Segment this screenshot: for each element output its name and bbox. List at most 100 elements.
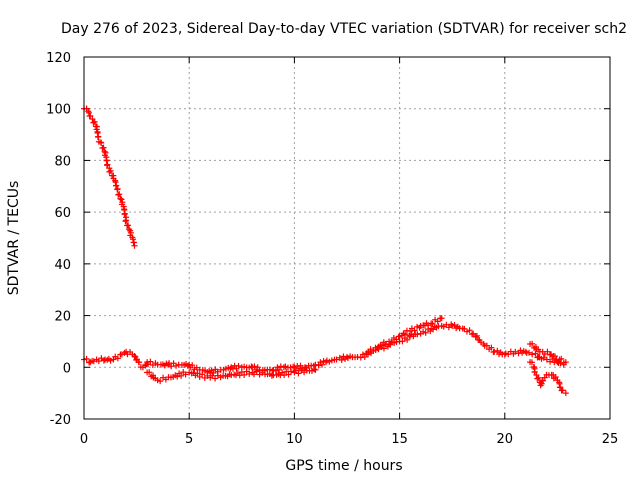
main-band-point [414, 331, 421, 338]
late-drops-point [552, 374, 559, 381]
falling-arc-point [91, 118, 98, 125]
y-axis-label: SDTVAR / TECUs [6, 181, 22, 296]
main-band-point [473, 332, 480, 339]
main-band-point [210, 370, 217, 377]
x-tick-label: 0 [80, 432, 88, 447]
late-drops-point [562, 390, 569, 397]
falling-arc-point [106, 168, 113, 175]
main-band-point [254, 364, 261, 371]
main-band-point [483, 342, 490, 349]
x-tick-label: 5 [185, 432, 193, 447]
lower-strand-point [250, 371, 257, 378]
late-drops-point [559, 387, 566, 394]
main-band-point [404, 336, 411, 343]
falling-arc-point [131, 242, 138, 249]
main-band-point [333, 356, 340, 363]
falling-arc-point [98, 139, 105, 146]
upper-strand-point [411, 327, 418, 334]
lower-strand-point [253, 368, 260, 375]
main-band-point [131, 352, 138, 359]
lower-strand-point [178, 372, 185, 379]
main-band-point [488, 344, 495, 351]
falling-arc-point [107, 167, 114, 174]
late-spur-point [551, 353, 558, 360]
lower-strand-point [312, 366, 319, 373]
main-band-point [297, 362, 304, 369]
main-band-point [494, 347, 501, 354]
y-tick-label: 0 [63, 361, 71, 376]
late-spur-point [544, 348, 551, 355]
main-band-point [100, 357, 107, 364]
main-band-point [272, 367, 279, 374]
falling-arc-point [113, 182, 120, 189]
main-band-point [83, 355, 90, 362]
main-band-point [107, 357, 114, 364]
main-band-point [114, 355, 121, 362]
falling-arc-point [116, 191, 123, 198]
upper-strand-point [429, 320, 436, 327]
main-band-point [399, 338, 406, 345]
main-band-point [529, 351, 536, 358]
falling-arc-point [122, 218, 129, 225]
main-band-point [354, 353, 361, 360]
main-band-point [173, 362, 180, 369]
main-band-point [142, 362, 149, 369]
falling-arc-point [90, 119, 97, 126]
upper-strand-point [370, 348, 377, 355]
upper-strand-point [379, 342, 386, 349]
falling-arc-point [100, 144, 107, 151]
main-band-point [328, 357, 335, 364]
late-drops-point [539, 377, 546, 384]
lower-strand-point [174, 373, 181, 380]
upper-strand-point [388, 338, 395, 345]
y-tick-label: -20 [50, 413, 71, 428]
lower-strand-point [209, 372, 216, 379]
late-spur-point [562, 359, 569, 366]
main-band-point [189, 362, 196, 369]
main-band-point [491, 348, 498, 355]
y-tick-label: 120 [46, 51, 71, 66]
y-tick-label: 60 [54, 206, 71, 221]
x-tick-label: 15 [391, 432, 408, 447]
late-drops-point [528, 359, 535, 366]
lower-strand-point [194, 370, 201, 377]
data-points [81, 105, 569, 397]
late-drops-point [557, 384, 564, 391]
falling-arc-point [117, 195, 124, 202]
lower-strand-point [292, 367, 299, 374]
chart-title: Day 276 of 2023, Sidereal Day-to-day VTE… [61, 21, 627, 37]
lower-strand-point [285, 371, 292, 378]
tick-labels: 0 5 10 15 20 25 -20 0 20 40 60 80 100 120 [46, 51, 618, 447]
lower-strand-point [311, 366, 318, 373]
lower-strand-point [212, 375, 219, 382]
falling-arc-point [104, 161, 111, 168]
lower-strand-point [146, 369, 153, 376]
y-tick-label: 20 [54, 310, 71, 325]
x-tick-label: 20 [497, 432, 514, 447]
lower-strand-point [199, 371, 206, 378]
main-band-point [361, 353, 368, 360]
falling-arc-point [123, 217, 130, 224]
main-band-point [451, 321, 458, 328]
lower-strand-point [241, 371, 248, 378]
upper-strand-point [434, 318, 441, 325]
main-band-point [251, 363, 258, 370]
grid-lines [84, 57, 610, 419]
upper-strand-point [382, 340, 389, 347]
upper-strand-point [438, 315, 445, 322]
main-band-point [380, 345, 387, 352]
falling-arc-point [87, 112, 94, 119]
lower-strand-point [157, 378, 164, 385]
main-band-point [557, 360, 564, 367]
main-band-point [235, 362, 242, 369]
main-band-point [445, 324, 452, 331]
main-band-point [543, 356, 550, 363]
main-band-point [526, 349, 533, 356]
lower-strand-point [182, 371, 189, 378]
main-band-point [466, 327, 473, 334]
late-spur-point [558, 355, 565, 362]
main-band-point [422, 329, 429, 336]
y-tick-label: 40 [54, 258, 71, 273]
